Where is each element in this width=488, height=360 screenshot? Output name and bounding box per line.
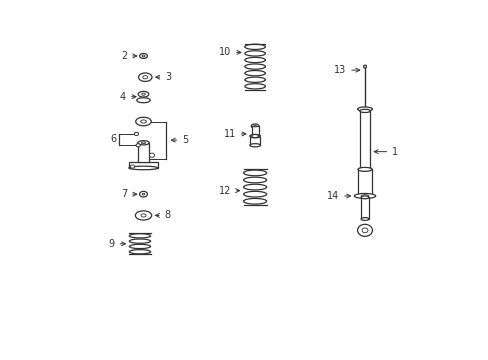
Text: 2: 2 — [121, 51, 137, 61]
Ellipse shape — [142, 93, 145, 95]
Ellipse shape — [139, 54, 147, 58]
Text: 10: 10 — [219, 48, 241, 57]
Ellipse shape — [243, 198, 266, 204]
Text: 11: 11 — [223, 129, 245, 139]
Ellipse shape — [244, 64, 265, 69]
Bar — [129, 162, 158, 168]
Ellipse shape — [142, 193, 144, 195]
Ellipse shape — [142, 76, 147, 79]
Ellipse shape — [244, 44, 265, 49]
Text: 9: 9 — [108, 239, 125, 249]
Text: 5: 5 — [171, 135, 188, 145]
Ellipse shape — [357, 167, 371, 171]
Ellipse shape — [129, 249, 150, 254]
Ellipse shape — [360, 217, 368, 220]
Ellipse shape — [136, 144, 140, 147]
Ellipse shape — [243, 170, 266, 176]
Ellipse shape — [360, 196, 368, 199]
Ellipse shape — [138, 73, 152, 81]
Ellipse shape — [354, 193, 375, 198]
Ellipse shape — [129, 166, 158, 170]
Ellipse shape — [361, 195, 368, 197]
Text: 8: 8 — [155, 211, 170, 220]
Ellipse shape — [243, 192, 266, 197]
Bar — [359, 111, 369, 169]
Ellipse shape — [243, 184, 266, 190]
Ellipse shape — [243, 177, 266, 183]
Ellipse shape — [141, 142, 145, 144]
Ellipse shape — [135, 117, 151, 126]
Ellipse shape — [249, 144, 260, 147]
Ellipse shape — [244, 71, 265, 76]
Text: 13: 13 — [333, 65, 359, 75]
Ellipse shape — [251, 124, 259, 128]
Ellipse shape — [244, 77, 265, 82]
Ellipse shape — [141, 120, 146, 123]
Ellipse shape — [359, 168, 369, 171]
Ellipse shape — [137, 98, 150, 103]
Ellipse shape — [363, 65, 366, 68]
Ellipse shape — [134, 132, 138, 135]
Ellipse shape — [249, 134, 260, 138]
Ellipse shape — [244, 51, 265, 56]
Ellipse shape — [244, 84, 265, 89]
Bar — [360, 197, 368, 219]
Text: 14: 14 — [326, 191, 350, 201]
Text: 12: 12 — [218, 186, 239, 195]
Ellipse shape — [141, 214, 145, 217]
Ellipse shape — [138, 141, 149, 145]
Ellipse shape — [138, 91, 148, 97]
Ellipse shape — [130, 165, 134, 168]
Ellipse shape — [149, 153, 154, 157]
Bar — [357, 169, 371, 196]
Ellipse shape — [244, 57, 265, 63]
Ellipse shape — [129, 234, 150, 238]
Ellipse shape — [142, 55, 144, 57]
Bar — [251, 126, 258, 136]
Text: 6: 6 — [110, 134, 116, 144]
Ellipse shape — [361, 228, 367, 233]
Bar — [138, 143, 149, 162]
Text: 4: 4 — [120, 92, 136, 102]
Ellipse shape — [357, 224, 372, 237]
Ellipse shape — [359, 109, 369, 112]
Ellipse shape — [139, 192, 147, 197]
Bar — [249, 138, 260, 145]
Text: 7: 7 — [121, 189, 137, 199]
Ellipse shape — [251, 134, 258, 138]
Ellipse shape — [357, 107, 372, 111]
Text: 3: 3 — [156, 72, 171, 82]
Ellipse shape — [129, 244, 150, 249]
Ellipse shape — [129, 239, 150, 243]
Text: 1: 1 — [373, 147, 397, 157]
Ellipse shape — [253, 125, 256, 127]
Ellipse shape — [135, 211, 151, 220]
